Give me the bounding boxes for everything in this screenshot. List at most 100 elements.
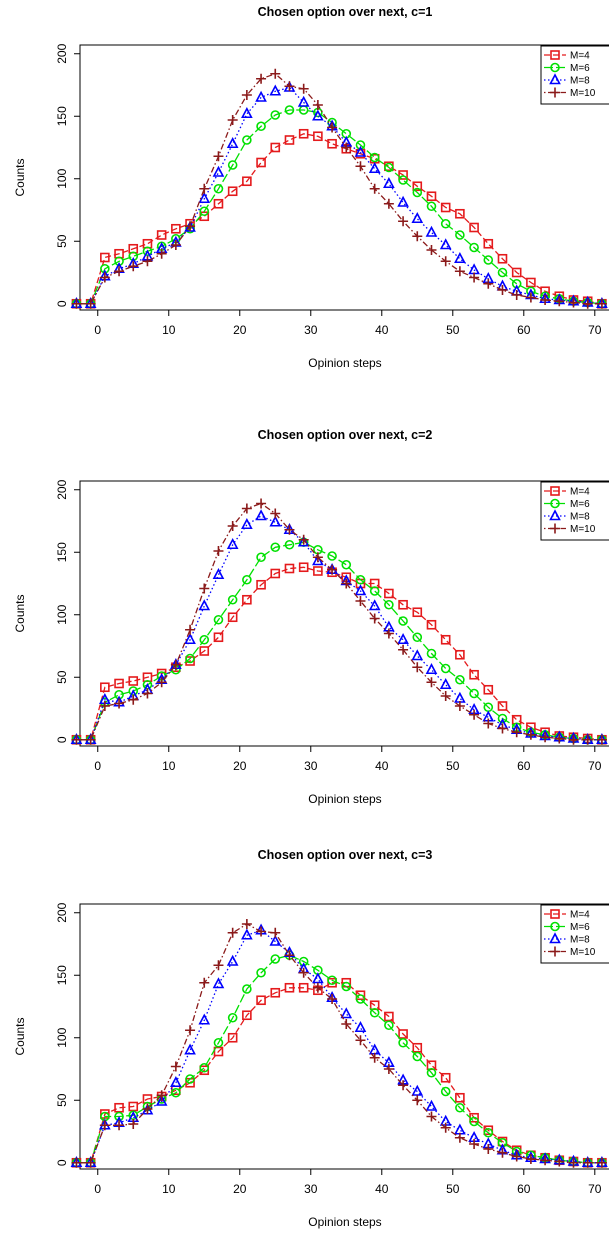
data-point	[242, 1010, 252, 1021]
data-point	[114, 698, 125, 709]
series-line	[76, 982, 602, 1164]
data-point	[426, 1111, 437, 1122]
series-line	[76, 73, 602, 305]
data-point	[369, 152, 380, 163]
data-point	[227, 160, 238, 170]
series-m6	[71, 537, 607, 745]
y-tick-label: 50	[55, 1093, 69, 1107]
data-point	[270, 508, 281, 519]
data-point	[128, 676, 139, 686]
data-point	[469, 688, 479, 699]
data-point	[525, 729, 536, 740]
data-point	[397, 633, 409, 645]
data-point	[284, 982, 295, 993]
data-point	[398, 170, 408, 180]
data-point	[469, 272, 480, 283]
data-point	[497, 285, 508, 295]
data-point	[525, 292, 536, 303]
data-point	[241, 518, 253, 530]
data-point	[469, 1139, 480, 1149]
data-point	[155, 1094, 168, 1106]
x-tick-label: 20	[233, 323, 247, 337]
data-point	[369, 613, 380, 624]
x-tick-label: 60	[517, 323, 531, 337]
data-point	[128, 694, 139, 705]
data-point	[368, 162, 381, 174]
chart-panel-3: Chosen option over next, c=3 0 10 20 30 40 50 6…	[13, 848, 609, 1229]
data-point	[156, 248, 167, 259]
data-point	[440, 1122, 451, 1133]
data-point	[85, 1157, 96, 1168]
series-m4	[71, 977, 607, 1168]
data-point	[455, 1102, 465, 1113]
data-point	[227, 1012, 238, 1023]
series-line	[76, 541, 602, 741]
legend-label: M=10	[570, 524, 596, 535]
legend-entry: M=10	[544, 87, 596, 99]
data-point	[199, 977, 210, 988]
data-point	[242, 984, 252, 994]
data-point	[483, 1127, 494, 1138]
legend-box	[540, 45, 609, 105]
data-point	[368, 599, 381, 611]
legend-entry: M=6	[544, 498, 590, 510]
data-point	[412, 187, 423, 198]
data-point	[511, 267, 522, 278]
data-point	[226, 954, 239, 966]
data-point	[425, 663, 438, 675]
x-axis-label: Opinion steps	[308, 1215, 381, 1229]
data-point	[398, 175, 408, 185]
data-point	[412, 662, 423, 673]
data-point	[568, 1157, 579, 1168]
series-line	[76, 515, 602, 741]
data-point	[270, 954, 281, 964]
legend-entry: M=4	[544, 486, 590, 498]
data-point	[369, 1052, 380, 1063]
data-point	[284, 950, 295, 961]
data-point	[297, 95, 310, 107]
y-tick-label: 200	[55, 479, 69, 499]
data-point	[455, 649, 465, 660]
data-point	[412, 1051, 423, 1062]
series-m4	[71, 562, 607, 745]
data-point	[398, 1080, 409, 1091]
data-point	[256, 995, 266, 1006]
legend-entry: M=4	[544, 50, 590, 62]
data-point	[213, 183, 224, 194]
data-point	[199, 183, 210, 194]
data-point	[383, 1064, 394, 1074]
data-point	[384, 162, 394, 173]
data-point	[213, 198, 224, 209]
data-point	[312, 972, 324, 984]
data-point	[99, 1120, 110, 1131]
legend-label: M=10	[570, 88, 596, 99]
legend-label: M=4	[570, 910, 590, 921]
data-point	[439, 238, 452, 250]
data-point	[99, 701, 110, 711]
data-point	[142, 246, 153, 257]
data-point	[170, 659, 181, 670]
data-point	[114, 266, 125, 277]
data-point	[212, 165, 225, 177]
data-point	[256, 967, 266, 978]
data-point	[284, 524, 295, 535]
data-point	[397, 195, 409, 207]
data-point	[341, 142, 352, 153]
data-point	[312, 109, 324, 121]
data-point	[199, 206, 210, 217]
data-point	[412, 632, 423, 643]
data-point	[454, 1123, 466, 1135]
data-point	[170, 240, 181, 250]
data-point	[198, 599, 211, 611]
data-point	[412, 607, 423, 618]
data-point	[256, 552, 266, 563]
data-point	[554, 1156, 565, 1167]
legend-entry: M=4	[544, 909, 590, 921]
data-point	[568, 297, 579, 308]
data-point	[71, 734, 82, 745]
data-point	[426, 1067, 437, 1078]
legend-label: M=4	[570, 487, 590, 498]
data-point	[256, 926, 267, 937]
legend-marker	[550, 498, 560, 509]
